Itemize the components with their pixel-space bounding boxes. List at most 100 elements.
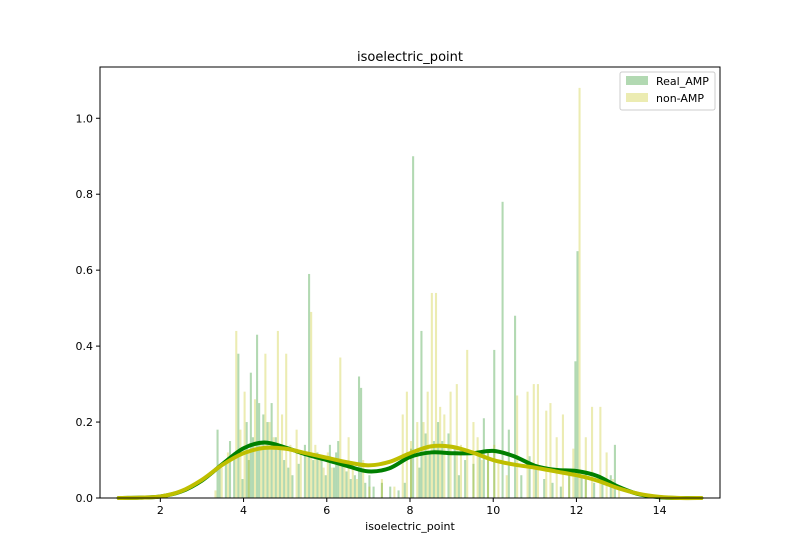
- axes-frame: [99, 66, 721, 499]
- bar-real-amp-75: [580, 475, 583, 498]
- x-tick-label-4: 10: [486, 504, 500, 517]
- bar-non-amp-28: [351, 467, 354, 498]
- bar-real-amp-72: [568, 475, 571, 498]
- bar-non-amp-24: [330, 467, 334, 498]
- bar-non-amp-9: [264, 353, 267, 498]
- bar-real-amp-23: [308, 273, 311, 498]
- bar-real-amp-56: [457, 475, 460, 498]
- bar-non-amp-35: [405, 391, 408, 498]
- bar-real-amp-71: [559, 486, 562, 498]
- bar-real-amp-37: [360, 387, 363, 498]
- legend-swatch-real-amp: [626, 76, 648, 85]
- bar-non-amp-23: [326, 452, 329, 498]
- bar-real-amp-69: [543, 479, 546, 498]
- legend: Real_AMP non-AMP: [619, 71, 716, 111]
- bar-non-amp-63: [568, 471, 571, 498]
- bar-real-amp-58: [472, 463, 475, 498]
- bar-real-amp-4: [233, 452, 236, 498]
- bar-non-amp-5: [243, 391, 246, 498]
- y-tick-label-2: 0.4: [76, 340, 94, 353]
- bar-non-amp-6: [247, 452, 250, 498]
- x-tick-label-1: 4: [240, 504, 247, 517]
- bar-real-amp-61: [486, 452, 490, 498]
- axis-ticks: 2 4 6 8 10 12 14 0.0 0.2 0.4 0.6 0.8 1.0: [76, 112, 667, 517]
- y-tick-label-3: 0.6: [76, 264, 94, 277]
- bar-real-amp-18: [283, 460, 286, 498]
- bar-real-amp-42: [389, 486, 392, 498]
- bar-real-amp-33: [345, 471, 348, 498]
- bar-non-amp-18: [305, 452, 309, 498]
- bar-real-amp-22: [303, 444, 306, 498]
- bar-real-amp-2: [224, 460, 227, 498]
- bar-non-amp-21: [318, 460, 321, 498]
- bar-real-amp-34: [349, 479, 352, 498]
- bar-real-amp-31: [337, 441, 340, 498]
- bar-non-amp-54: [505, 475, 508, 498]
- legend-label-real-amp: Real_AMP: [656, 75, 709, 88]
- bar-real-amp-49: [424, 433, 427, 498]
- bar-real-amp-41: [380, 482, 383, 498]
- bar-real-amp-27: [324, 475, 327, 498]
- bar-non-amp-69: [605, 452, 608, 498]
- bar-non-amp-33: [393, 486, 396, 498]
- legend-box: [619, 71, 716, 111]
- bar-non-amp-13: [281, 414, 284, 498]
- bar-real-amp-32: [341, 460, 344, 498]
- bar-non-amp-46: [459, 444, 463, 498]
- bar-non-amp-4: [239, 429, 242, 498]
- bar-non-amp-60: [549, 403, 552, 498]
- bar-non-amp-65: [578, 87, 581, 498]
- bar-real-amp-68: [534, 467, 537, 498]
- bar-real-amp-80: [613, 444, 616, 498]
- bar-non-amp-56: [526, 391, 529, 498]
- bar-real-amp-6: [241, 479, 244, 498]
- bar-real-amp-62: [493, 349, 496, 498]
- bar-non-amp-31: [368, 486, 371, 498]
- bar-non-amp-71: [618, 486, 621, 498]
- bar-real-amp-30: [335, 452, 338, 498]
- bar-non-amp-20: [314, 444, 317, 498]
- bar-real-amp-65: [514, 315, 517, 498]
- bar-real-amp-51: [432, 441, 435, 498]
- kde-line-non-amp: [116, 443, 704, 501]
- legend-swatch-non-amp: [626, 93, 648, 102]
- bar-real-amp-66: [520, 475, 523, 498]
- y-tick-label-4: 0.8: [76, 188, 94, 201]
- bar-non-amp-55: [516, 395, 519, 498]
- bar-non-amp-38: [422, 422, 425, 498]
- bar-non-amp-11: [272, 437, 275, 498]
- bar-real-amp-57: [464, 460, 467, 498]
- bar-non-amp-39: [426, 391, 429, 498]
- bar-real-amp-9: [249, 372, 252, 498]
- bar-non-amp-70: [611, 479, 614, 498]
- bar-real-amp-59: [478, 452, 481, 498]
- bar-real-amp-26: [320, 460, 323, 498]
- bar-non-amp-2: [226, 452, 229, 498]
- bar-non-amp-48: [472, 422, 475, 498]
- bar-non-amp-14: [285, 353, 288, 498]
- bar-non-amp-17: [299, 452, 302, 498]
- bar-non-amp-22: [322, 467, 325, 498]
- bar-non-amp-53: [497, 460, 500, 498]
- bar-real-amp-67: [528, 456, 531, 498]
- bar-non-amp-3: [235, 330, 238, 498]
- bar-non-amp-37: [416, 422, 419, 498]
- bar-real-amp-38: [364, 482, 367, 498]
- bar-non-amp-30: [362, 460, 365, 498]
- bar-non-amp-1: [220, 467, 223, 498]
- bar-non-amp-32: [380, 479, 383, 498]
- bar-real-amp-74: [576, 251, 579, 498]
- bar-non-amp-61: [555, 437, 558, 498]
- bar-non-amp-50: [480, 460, 483, 498]
- bar-non-amp-8: [260, 444, 263, 498]
- bar-non-amp-29: [355, 479, 358, 498]
- bar-real-amp-13: [262, 414, 265, 498]
- bar-non-amp-40: [430, 292, 433, 498]
- legend-label-non-amp: non-AMP: [656, 92, 704, 105]
- bar-real-amp-16: [274, 437, 277, 498]
- bar-real-amp-11: [256, 334, 259, 498]
- kde-curves: [116, 440, 704, 501]
- bar-non-amp-57: [532, 384, 535, 498]
- x-axis-label: isoelectric_point: [365, 520, 455, 533]
